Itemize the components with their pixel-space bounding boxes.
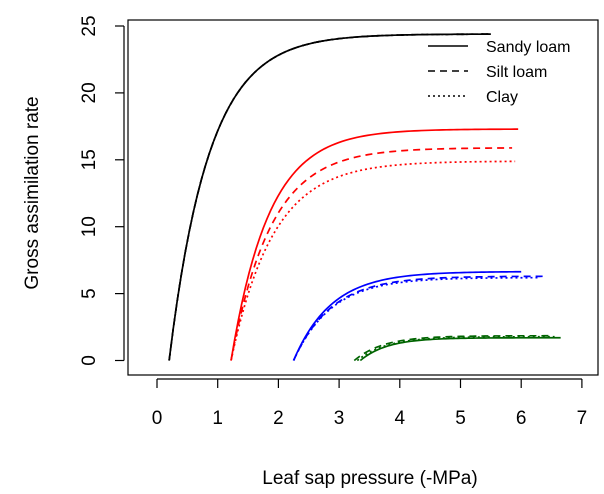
x-axis-label: Leaf sap pressure (-MPa) <box>262 468 477 489</box>
series-line-black-dotted <box>168 33 491 361</box>
axis-ticks: 0 1 2 3 4 5 6 7 0 5 10 15 20 25 <box>79 15 587 429</box>
y-tick-label: 10 <box>79 216 100 237</box>
legend-label: Sandy loam <box>486 39 571 56</box>
y-tick-label: 15 <box>79 149 100 170</box>
plot-frame <box>127 19 599 376</box>
series-line-green-dashed <box>353 334 552 362</box>
series-line-blue-dashed <box>292 275 546 361</box>
legend-label: Silt loam <box>486 64 547 81</box>
x-tick-label: 4 <box>395 408 406 429</box>
series-line-blue-dotted <box>292 276 540 361</box>
y-tick-label: 20 <box>79 82 100 103</box>
series-lines <box>168 33 561 362</box>
y-axis-label: Gross assimilation rate <box>22 96 43 289</box>
x-tick-label: 7 <box>577 408 588 429</box>
x-tick-label: 2 <box>273 408 284 429</box>
x-tick-label: 1 <box>212 408 223 429</box>
series-line-red-solid <box>230 128 519 361</box>
x-tick-label: 0 <box>152 408 163 429</box>
y-tick-label: 25 <box>79 15 100 36</box>
y-tick-label: 0 <box>79 355 100 366</box>
legend-label: Clay <box>486 89 518 106</box>
series-line-red-dashed <box>230 147 513 361</box>
legend: Sandy loam Silt loam Clay <box>428 39 571 106</box>
x-tick-label: 5 <box>455 408 466 429</box>
series-line-blue-solid <box>292 270 522 361</box>
series-line-green-dotted <box>356 335 555 362</box>
x-tick-label: 3 <box>334 408 345 429</box>
y-tick-label: 5 <box>79 288 100 299</box>
x-tick-label: 6 <box>516 408 527 429</box>
